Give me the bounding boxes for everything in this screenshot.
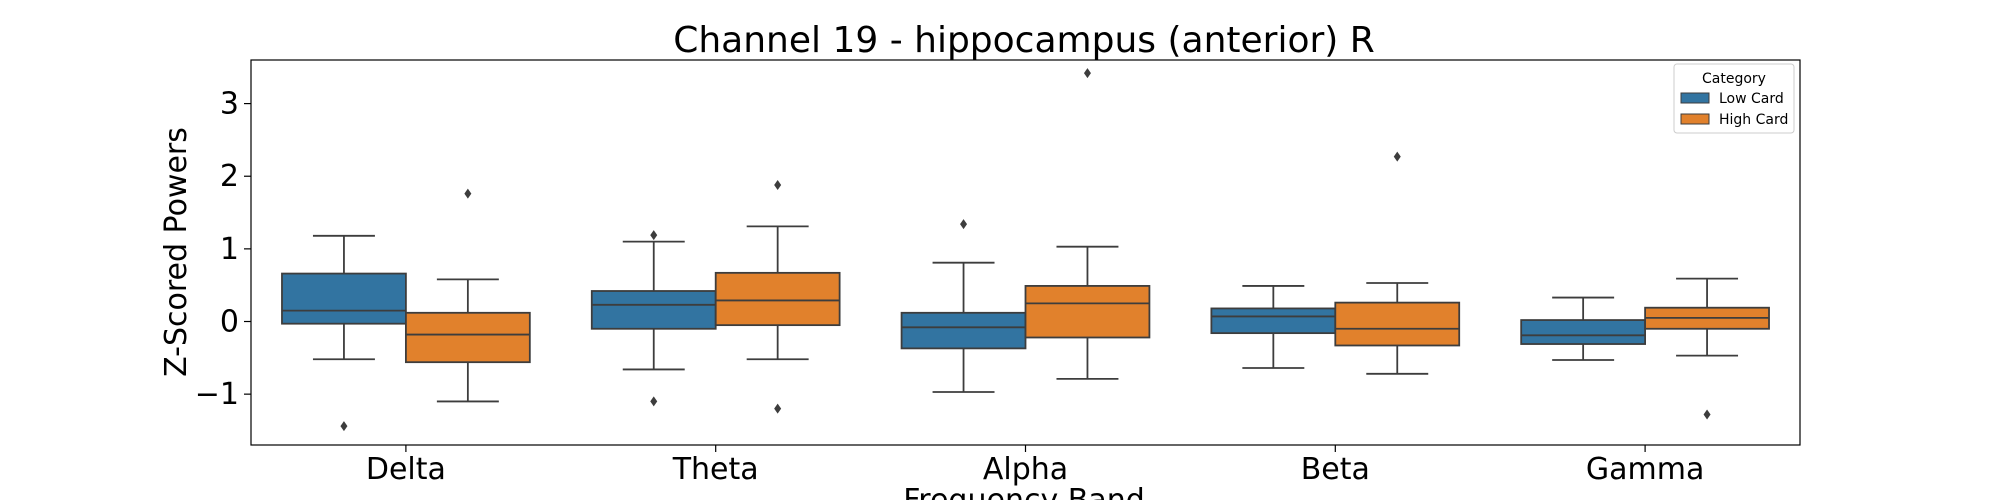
legend-label-high-card: High Card [1719, 112, 1788, 128]
outlier-point [1703, 409, 1711, 420]
iqr-box [1520, 319, 1647, 345]
box-high-card-theta [714, 179, 841, 414]
plot-area [281, 68, 1770, 432]
x-tick-label: Gamma [1586, 452, 1704, 487]
box-high-card-beta [1334, 151, 1461, 375]
iqr-box [590, 290, 717, 330]
iqr-box [1334, 301, 1461, 347]
y-tick-label: −1 [195, 377, 239, 412]
x-axis-label: Frequency Band [903, 483, 1145, 500]
legend-swatch-high-card [1680, 113, 1710, 125]
box-high-card-alpha [1024, 68, 1151, 380]
outlier-point [1083, 68, 1091, 79]
iqr-box [404, 311, 531, 364]
legend: Category Low Card High Card [1673, 63, 1795, 134]
y-tick-label: 2 [220, 159, 239, 194]
outlier-point [650, 230, 658, 241]
x-tick-label: Beta [1301, 452, 1370, 487]
y-tick-label: 1 [220, 232, 239, 267]
y-tick-label: 0 [220, 305, 239, 340]
outlier-point [774, 403, 782, 414]
box-low-card-theta [590, 230, 717, 407]
iqr-box [281, 272, 407, 325]
iqr-box [1024, 285, 1151, 339]
legend-label-low-card: Low Card [1719, 91, 1784, 107]
iqr-box [900, 311, 1027, 350]
chart-title: Channel 19 - hippocampus (anterior) R [673, 20, 1375, 61]
outlier-point [340, 421, 348, 432]
x-tick-label: Alpha [983, 452, 1068, 487]
outlier-point [960, 219, 968, 230]
y-axis-label: Z-Scored Powers [159, 127, 194, 377]
x-tick-label: Delta [366, 452, 446, 487]
outlier-point [774, 179, 782, 190]
iqr-box [714, 271, 841, 327]
box-low-card-beta [1210, 285, 1337, 369]
box-high-card-delta [404, 188, 531, 403]
outlier-point [650, 396, 658, 407]
box-low-card-alpha [900, 219, 1027, 393]
iqr-box [1210, 307, 1337, 335]
legend-title: Category [1702, 71, 1766, 87]
legend-swatch-low-card [1680, 92, 1710, 104]
box-low-card-delta [281, 234, 407, 432]
outlier-point [1393, 151, 1401, 162]
outlier-point [464, 188, 472, 199]
x-tick-label: Theta [672, 452, 759, 487]
y-tick-label: 3 [220, 87, 239, 122]
box-high-card-gamma [1644, 277, 1770, 420]
box-low-card-gamma [1520, 296, 1647, 361]
